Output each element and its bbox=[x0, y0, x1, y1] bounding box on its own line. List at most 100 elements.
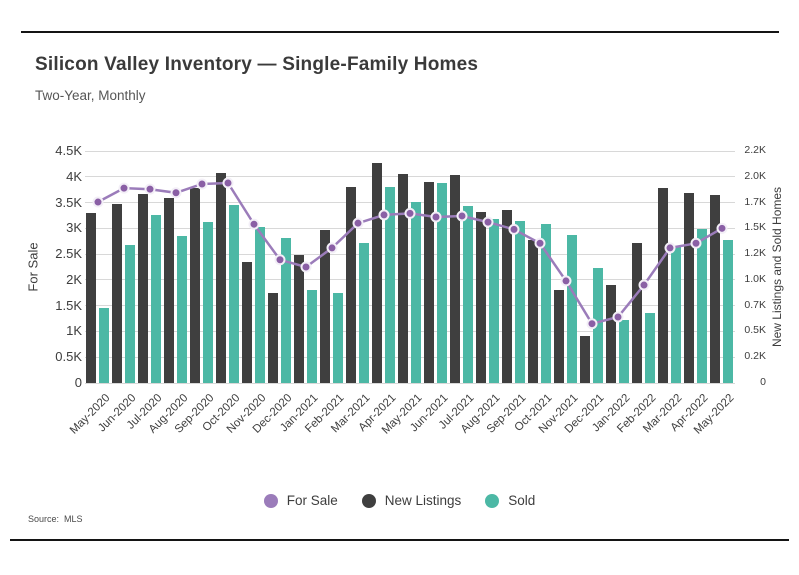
sold-bar bbox=[177, 235, 187, 383]
sold-bar bbox=[333, 293, 343, 383]
for-sale-point: Apr-2021 · For Sale: 3260 bbox=[378, 209, 390, 221]
gridline bbox=[85, 382, 735, 384]
for-sale-point: Jan-2022 · For Sale: 1280 bbox=[612, 311, 624, 323]
sold-bar bbox=[307, 290, 317, 383]
new-listings-bar bbox=[528, 239, 538, 383]
new-listings-bar bbox=[242, 262, 252, 383]
new-listings-bar bbox=[86, 212, 96, 383]
sold-bar bbox=[385, 187, 395, 383]
left-axis-tick: 0.5K bbox=[55, 349, 82, 365]
left-axis-tick: 2K bbox=[66, 271, 82, 287]
sold-bar bbox=[645, 312, 655, 383]
new-listings-bar bbox=[424, 181, 434, 383]
right-axis-tick: 1.2K bbox=[744, 247, 766, 260]
for-sale-point: Mar-2022 · For Sale: 2620 bbox=[664, 242, 676, 254]
new-listings-bar bbox=[398, 173, 408, 383]
sold-bar bbox=[463, 205, 473, 383]
new-listings-bar bbox=[164, 198, 174, 383]
new-listings-bar bbox=[138, 194, 148, 383]
gridline bbox=[85, 356, 735, 358]
source-value: MLS bbox=[64, 514, 83, 524]
for-sale-point: Oct-2020 · For Sale: 3880 bbox=[222, 177, 234, 189]
sold-bar bbox=[567, 234, 577, 383]
for-sale-point: May-2021 · For Sale: 3290 bbox=[404, 207, 416, 219]
for-sale-point: Aug-2020 · For Sale: 3690 bbox=[170, 187, 182, 199]
new-listings-bar bbox=[658, 188, 668, 383]
gridline bbox=[85, 150, 735, 152]
page-title: Silicon Valley Inventory — Single-Family… bbox=[35, 54, 479, 75]
sold-bar bbox=[255, 227, 265, 383]
new-listings-bar bbox=[580, 335, 590, 383]
sold-bar bbox=[593, 267, 603, 383]
new-listings-bar bbox=[294, 255, 304, 383]
new-listings-bar bbox=[450, 174, 460, 383]
sold-bar bbox=[541, 224, 551, 383]
for-sale-line-layer: May-2020 · For Sale: 3510 Jun-2020 · For … bbox=[92, 177, 728, 330]
sold-bar bbox=[723, 239, 733, 383]
legend-swatch-icon bbox=[263, 493, 278, 508]
sold-bar bbox=[125, 244, 135, 383]
new-listings-bar bbox=[112, 203, 122, 383]
sold-bar bbox=[229, 204, 239, 383]
bottom-divider bbox=[10, 539, 789, 541]
plot-area bbox=[85, 150, 735, 384]
new-listings-bar bbox=[190, 188, 200, 383]
gridline bbox=[85, 279, 735, 281]
gridline bbox=[85, 202, 735, 204]
for-sale-point: Feb-2022 · For Sale: 1900 bbox=[638, 279, 650, 291]
for-sale-point: Jul-2021 · For Sale: 3240 bbox=[456, 210, 468, 222]
legend-swatch-icon bbox=[361, 493, 376, 508]
new-listings-bar bbox=[268, 293, 278, 383]
for-sale-point: Jul-2020 · For Sale: 3760 bbox=[144, 183, 156, 195]
for-sale-point: Jan-2021 · For Sale: 2250 bbox=[300, 261, 312, 273]
gridline bbox=[85, 305, 735, 307]
top-divider bbox=[21, 31, 779, 33]
new-listings-bar bbox=[372, 163, 382, 383]
new-listings-bar bbox=[606, 285, 616, 383]
for-sale-point: Dec-2021 · For Sale: 1150 bbox=[586, 318, 598, 330]
right-axis-tick: 1.7K bbox=[744, 195, 766, 208]
for-sale-point: Jun-2020 · For Sale: 3780 bbox=[118, 182, 130, 194]
source-label: Source: bbox=[28, 514, 60, 524]
right-axis-title: New Listings and Sold Homes bbox=[770, 186, 784, 348]
legend: For Sale New Listings Sold bbox=[0, 493, 799, 508]
for-sale-point: Oct-2021 · For Sale: 2710 bbox=[534, 237, 546, 249]
sold-bar bbox=[489, 219, 499, 383]
sold-bar bbox=[281, 237, 291, 383]
sold-bar bbox=[411, 201, 421, 383]
right-axis-tick: 0.7K bbox=[744, 298, 766, 311]
for-sale-line bbox=[97, 181, 723, 326]
new-listings-bar bbox=[684, 193, 694, 383]
left-axis-tick: 1.5K bbox=[55, 297, 82, 313]
sold-bar bbox=[437, 182, 447, 383]
left-axis-tick: 1K bbox=[66, 323, 82, 339]
sold-bar bbox=[151, 214, 161, 383]
right-axis-tick: 0.5K bbox=[744, 324, 766, 337]
for-sale-point: Dec-2020 · For Sale: 2390 bbox=[274, 254, 286, 266]
new-listings-bar bbox=[216, 172, 226, 383]
new-listings-bar bbox=[346, 187, 356, 383]
for-sale-point: Nov-2020 · For Sale: 3080 bbox=[248, 218, 260, 230]
for-sale-point: May-2022 · For Sale: 3000 bbox=[716, 222, 728, 234]
for-sale-point: Sep-2020 · For Sale: 3860 bbox=[196, 178, 208, 190]
sold-bar bbox=[359, 242, 369, 383]
left-axis-tick: 0 bbox=[74, 375, 82, 390]
legend-label: Sold bbox=[508, 493, 536, 508]
for-sale-point: Sep-2021 · For Sale: 2980 bbox=[508, 223, 520, 235]
legend-item-new-listings: New Listings bbox=[361, 493, 461, 508]
new-listings-bar bbox=[476, 211, 486, 383]
new-listings-bar bbox=[502, 209, 512, 383]
page-subtitle: Two-Year, Monthly bbox=[35, 88, 146, 103]
right-axis-tick: 2.0K bbox=[744, 169, 766, 182]
right-axis-tick: 1.0K bbox=[744, 272, 766, 285]
sold-bar bbox=[619, 320, 629, 383]
left-axis-tick: 4.5K bbox=[55, 143, 82, 158]
left-axis-tick: 3K bbox=[66, 220, 82, 236]
gridline bbox=[85, 176, 735, 178]
new-listings-bar bbox=[320, 230, 330, 383]
sold-bar bbox=[99, 307, 109, 383]
sold-bar bbox=[697, 229, 707, 383]
new-listings-bar bbox=[554, 290, 564, 383]
for-sale-point: Feb-2021 · For Sale: 2620 bbox=[326, 242, 338, 254]
